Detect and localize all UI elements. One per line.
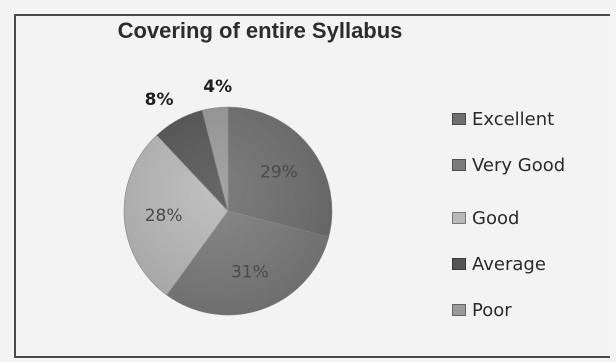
legend-label: Good [472,207,520,229]
legend-swatch [452,258,466,270]
legend-item-average: Average [452,251,546,277]
legend-label: Poor [472,299,512,321]
data-label-average: 8% [145,90,174,110]
legend-item-very-good: Very Good [452,152,565,178]
legend-swatch [452,304,466,316]
legend-item-good: Good [452,205,519,231]
legend-item-poor: Poor [452,297,512,323]
data-label-poor: 4% [203,77,232,97]
data-label-good: 28% [145,206,183,226]
legend-swatch [452,159,466,171]
legend-label: Very Good [472,154,566,176]
legend-label: Excellent [472,108,555,130]
legend-swatch [452,212,466,224]
data-label-excellent: 29% [260,162,298,182]
legend-label: Average [472,253,546,275]
legend-swatch [452,113,466,125]
chart-title: Covering of entire Syllabus [117,18,403,43]
legend-item-excellent: Excellent [452,106,554,132]
data-label-very-good: 31% [231,263,269,283]
